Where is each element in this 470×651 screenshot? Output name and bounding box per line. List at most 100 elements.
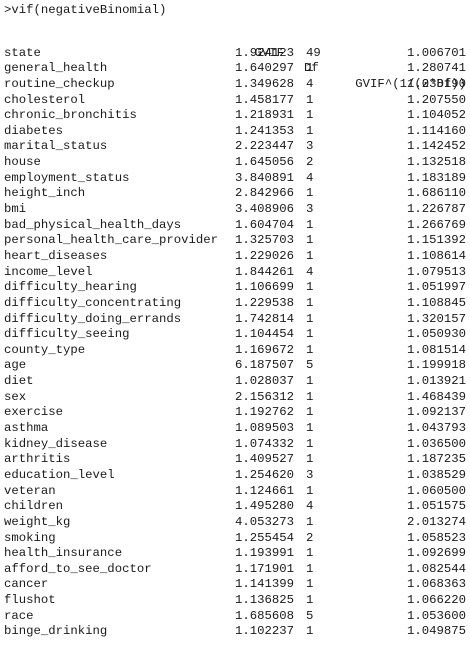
- row-gvif-value: 1.074332: [234, 436, 294, 451]
- vif-table-row: height_inch 2.842966 1 1.686110: [4, 186, 466, 202]
- header-df: Df: [304, 61, 319, 76]
- row-df-value: 1: [306, 248, 314, 263]
- row-gvif-value: 1.349628: [234, 76, 294, 91]
- row-variable-name: age: [4, 358, 27, 373]
- vif-table-row: bad_physical_health_days 1.604704 1 1.26676…: [4, 218, 466, 234]
- row-variable-name: cancer: [4, 577, 49, 592]
- vif-table-row: veteran 1.124661 1 1.060500: [4, 484, 466, 500]
- row-gvif-value: 1.141399: [234, 577, 294, 592]
- row-variable-name: difficulty_seeing: [4, 327, 130, 342]
- row-gvif-adjusted-value: 1.199918: [406, 358, 466, 373]
- row-variable-name: personal_health_care_provider: [4, 233, 219, 248]
- row-variable-name: height_inch: [4, 186, 86, 201]
- header-gvif-adjusted: GVIF^(1/(2*Df)): [355, 76, 466, 91]
- vif-table-row: house 1.645056 2 1.132518: [4, 155, 466, 171]
- vif-table-row: difficulty_concentrating 1.229538 1 1.10884…: [4, 296, 466, 312]
- row-df-value: 1: [306, 186, 314, 201]
- row-gvif-value: 2.156312: [234, 389, 294, 404]
- row-gvif-value: 1.136825: [234, 593, 294, 608]
- vif-table-row: flushot 1.136825 1 1.066220: [4, 593, 466, 609]
- row-df-value: 1: [306, 436, 314, 451]
- row-df-value: 1: [306, 452, 314, 467]
- row-variable-name: bmi: [4, 202, 27, 217]
- vif-table-row: income_level 1.844261 4 1.079513: [4, 265, 466, 281]
- row-variable-name: bad_physical_health_days: [4, 217, 182, 232]
- row-variable-name: cholesterol: [4, 92, 86, 107]
- row-gvif-adjusted-value: 1.068363: [406, 577, 466, 592]
- row-gvif-value: 1.325703: [234, 233, 294, 248]
- row-gvif-adjusted-value: 1.081514: [406, 342, 466, 357]
- header-gvif: GVIF: [254, 45, 284, 60]
- row-variable-name: asthma: [4, 421, 49, 436]
- row-gvif-value: 1.458177: [234, 92, 294, 107]
- console-command: >vif(negativeBinomial): [4, 3, 167, 17]
- vif-table-row: routine_checkup 1.349628 4 1.038190: [4, 77, 466, 93]
- row-df-value: 1: [306, 311, 314, 326]
- row-variable-name: house: [4, 155, 41, 170]
- vif-table-row: race 1.685608 5 1.053600: [4, 609, 466, 625]
- row-gvif-adjusted-value: 1.104052: [406, 108, 466, 123]
- row-gvif-adjusted-value: 1.038529: [406, 467, 466, 482]
- row-gvif-adjusted-value: 2.013274: [406, 514, 466, 529]
- row-variable-name: smoking: [4, 530, 56, 545]
- row-gvif-value: 3.840891: [234, 170, 294, 185]
- vif-table-row: binge_drinking 1.102237 1 1.049875: [4, 624, 466, 640]
- row-gvif-adjusted-value: 1.108614: [406, 248, 466, 263]
- vif-table-row: children 1.495280 4 1.051575: [4, 499, 466, 515]
- row-gvif-value: 1.106699: [234, 280, 294, 295]
- row-gvif-value: 1.171901: [234, 561, 294, 576]
- row-variable-name: state: [4, 45, 41, 60]
- row-df-value: 1: [306, 514, 314, 529]
- vif-table-row: arthritis 1.409527 1 1.187235: [4, 452, 466, 468]
- vif-table-row: general_health 1.640297 1 1.280741: [4, 61, 466, 77]
- row-df-value: 1: [306, 342, 314, 357]
- row-gvif-value: 1.229026: [234, 248, 294, 263]
- row-gvif-value: 3.408906: [234, 202, 294, 217]
- vif-table-row: asthma 1.089503 1 1.043793: [4, 421, 466, 437]
- row-gvif-adjusted-value: 1.082544: [406, 561, 466, 576]
- vif-table-row: cancer 1.141399 1 1.068363: [4, 577, 466, 593]
- vif-table-row: county_type 1.169672 1 1.081514: [4, 343, 466, 359]
- vif-table-row: afford_to_see_doctor 1.171901 1 1.082544: [4, 562, 466, 578]
- row-gvif-adjusted-value: 1.053600: [406, 608, 466, 623]
- vif-table-row: age 6.187507 5 1.199918: [4, 358, 466, 374]
- row-df-value: 1: [306, 389, 314, 404]
- row-variable-name: income_level: [4, 264, 93, 279]
- row-gvif-value: 1.028037: [234, 374, 294, 389]
- vif-table-row: exercise 1.192762 1 1.092137: [4, 405, 466, 421]
- row-gvif-value: 1.495280: [234, 499, 294, 514]
- row-df-value: 4: [306, 170, 314, 185]
- row-variable-name: flushot: [4, 593, 56, 608]
- row-gvif-adjusted-value: 1.226787: [406, 202, 466, 217]
- row-gvif-adjusted-value: 1.013921: [406, 374, 466, 389]
- row-variable-name: veteran: [4, 483, 56, 498]
- row-df-value: 1: [306, 327, 314, 342]
- row-gvif-value: 1.685608: [234, 608, 294, 623]
- row-gvif-adjusted-value: 1.187235: [406, 452, 466, 467]
- row-gvif-adjusted-value: 1.468439: [406, 389, 466, 404]
- row-df-value: 4: [306, 76, 314, 91]
- row-variable-name: afford_to_see_doctor: [4, 561, 152, 576]
- row-gvif-adjusted-value: 1.036500: [406, 436, 466, 451]
- row-gvif-value: 2.842966: [234, 186, 294, 201]
- vif-table-row: personal_health_care_provider 1.325703 1 1.…: [4, 233, 466, 249]
- vif-table-row: difficulty_hearing 1.106699 1 1.051997: [4, 280, 466, 296]
- row-gvif-adjusted-value: 1.114160: [406, 123, 466, 138]
- row-variable-name: exercise: [4, 405, 64, 420]
- vif-table-row: diabetes 1.241353 1 1.114160: [4, 124, 466, 140]
- row-variable-name: difficulty_doing_errands: [4, 311, 182, 326]
- row-gvif-adjusted-value: 1.092137: [406, 405, 466, 420]
- row-variable-name: difficulty_concentrating: [4, 295, 182, 310]
- row-gvif-value: 1.218931: [234, 108, 294, 123]
- row-gvif-value: 1.742814: [234, 311, 294, 326]
- row-gvif-adjusted-value: 1.058523: [406, 530, 466, 545]
- row-variable-name: routine_checkup: [4, 76, 115, 91]
- row-df-value: 5: [306, 358, 314, 373]
- row-df-value: 1: [306, 577, 314, 592]
- vif-table-row: kidney_disease 1.074332 1 1.036500: [4, 437, 466, 453]
- row-gvif-value: 1.924123: [234, 45, 294, 60]
- row-variable-name: sex: [4, 389, 27, 404]
- vif-table-row: chronic_bronchitis 1.218931 1 1.104052: [4, 108, 466, 124]
- vif-table-row: weight_kg 4.053273 1 2.013274: [4, 515, 466, 531]
- row-gvif-adjusted-value: 1.207550: [406, 92, 466, 107]
